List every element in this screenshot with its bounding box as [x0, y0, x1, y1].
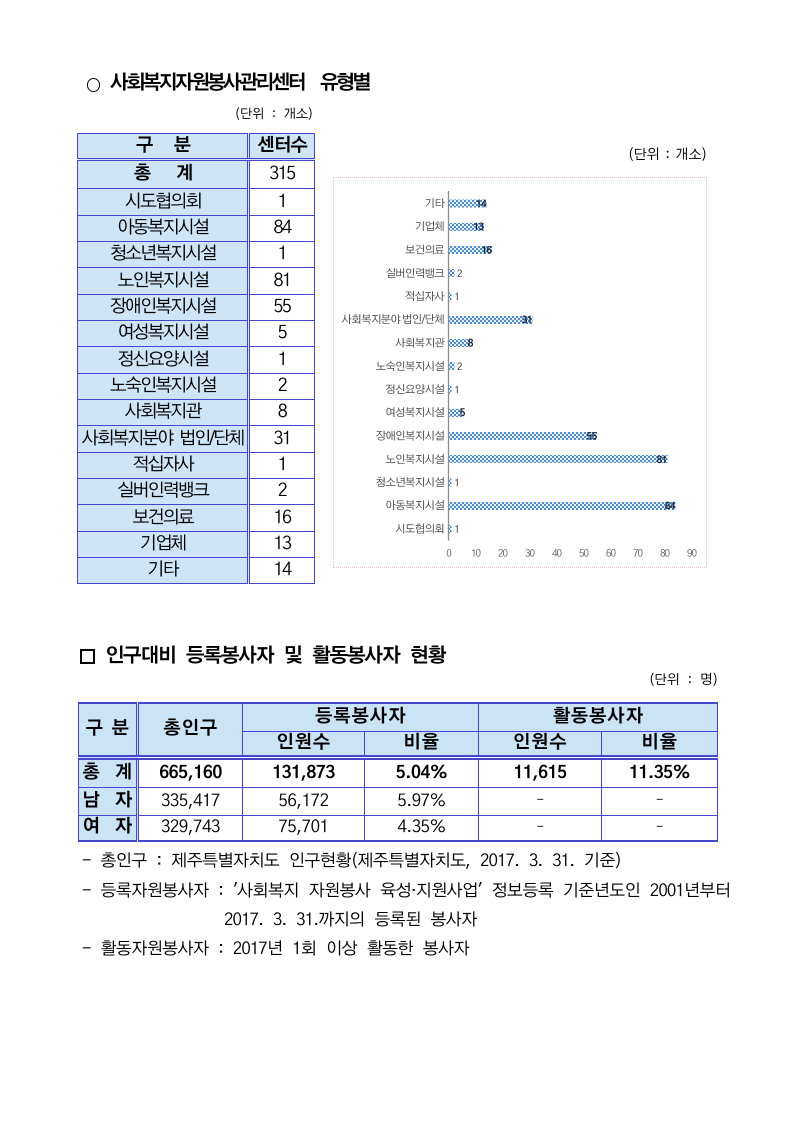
svg-text:정신요양시설: 정신요양시설 — [385, 384, 444, 396]
svg-text:81: 81 — [657, 455, 667, 465]
svg-text:50: 50 — [579, 549, 590, 560]
svg-text:사회복지분야 법인/단체: 사회복지분야 법인/단체 — [342, 314, 444, 326]
svg-text:청소년복지시설: 청소년복지시설 — [376, 477, 445, 489]
svg-text:8: 8 — [468, 339, 474, 350]
svg-text:보건의료: 보건의료 — [405, 245, 444, 257]
svg-text:기업체: 기업체 — [415, 221, 444, 233]
svg-text:16: 16 — [481, 246, 492, 256]
svg-text:30: 30 — [525, 549, 536, 560]
svg-text:40: 40 — [552, 549, 563, 560]
svg-text:기타: 기타 — [424, 198, 444, 210]
svg-text:70: 70 — [633, 549, 644, 560]
svg-text:1: 1 — [454, 292, 460, 303]
svg-text:5: 5 — [460, 408, 466, 419]
svg-text:14: 14 — [476, 199, 487, 209]
svg-text:55: 55 — [587, 432, 598, 442]
svg-text:2: 2 — [457, 269, 463, 280]
svg-text:84: 84 — [665, 501, 676, 511]
svg-text:20: 20 — [498, 549, 509, 560]
svg-text:1: 1 — [454, 478, 460, 489]
svg-text:1: 1 — [454, 385, 460, 396]
svg-text:2: 2 — [457, 362, 463, 373]
svg-text:실버인력뱅크: 실버인력뱅크 — [385, 268, 444, 280]
svg-text:노인복지시설: 노인복지시설 — [385, 454, 444, 466]
svg-text:사회복지관: 사회복지관 — [395, 338, 445, 350]
svg-text:1: 1 — [454, 525, 460, 536]
svg-text:13: 13 — [473, 222, 484, 232]
svg-text:31: 31 — [522, 315, 532, 325]
svg-text:아동복지시설: 아동복지시설 — [385, 500, 444, 512]
svg-text:90: 90 — [687, 549, 698, 560]
svg-text:노숙인복지시설: 노숙인복지시설 — [376, 361, 445, 373]
svg-text:60: 60 — [606, 549, 617, 560]
svg-text:0: 0 — [446, 549, 452, 560]
svg-text:여성복지시설: 여성복지시설 — [385, 407, 444, 419]
svg-text:적십자사: 적십자사 — [405, 291, 445, 303]
svg-text:시도협의회: 시도협의회 — [395, 524, 444, 536]
svg-text:80: 80 — [660, 549, 671, 560]
svg-text:10: 10 — [471, 549, 482, 560]
svg-text:장애인복지시설: 장애인복지시설 — [376, 431, 445, 443]
